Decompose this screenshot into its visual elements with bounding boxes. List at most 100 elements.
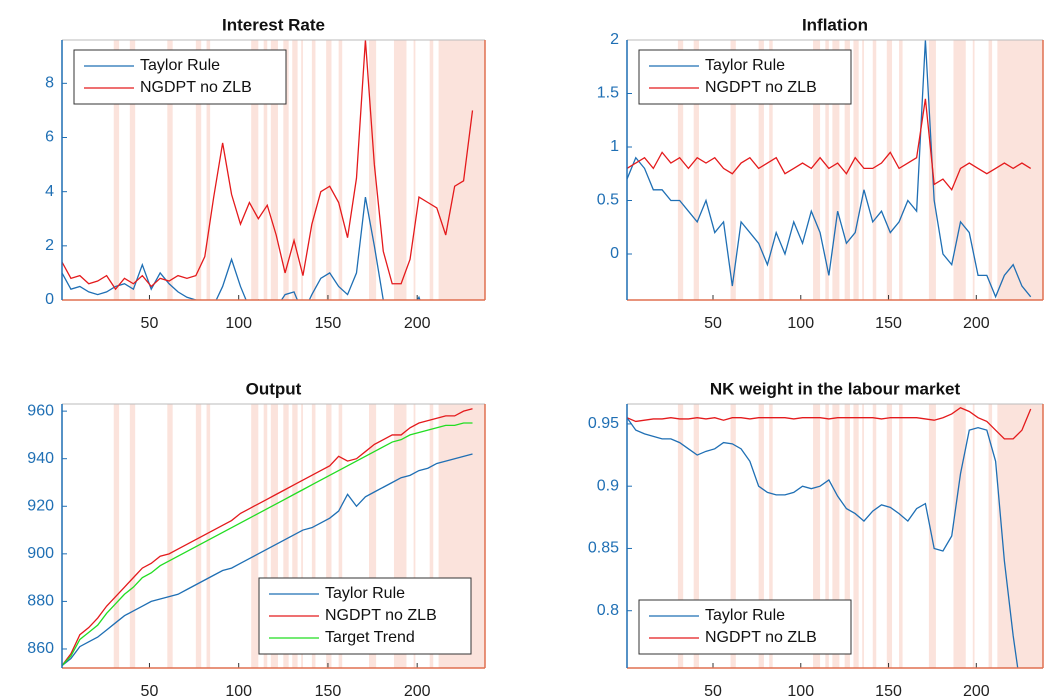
series-line: [62, 408, 473, 667]
shaded-region: [429, 404, 434, 668]
shaded-region: [311, 40, 316, 300]
shaded-region: [758, 40, 764, 300]
shaded-region: [972, 404, 975, 668]
shaded-region: [429, 40, 434, 300]
panel: 50 100 150 200 0 2 4 6 8 Interest Rate Taylor Rule…: [45, 15, 486, 332]
shaded-region: [251, 404, 259, 668]
y-tick-label: 880: [27, 593, 54, 610]
legend-label: NGDPT no ZLB: [705, 629, 817, 646]
x-tick-label: 50: [704, 683, 722, 700]
legend-label: NGDPT no ZLB: [325, 607, 437, 624]
shaded-region: [730, 404, 736, 668]
shaded-region: [693, 40, 699, 300]
panel: 50 100 150 200 0.8 0.85 0.9 0.95 NK weight in th…: [588, 379, 1044, 700]
y-tick-label: 940: [27, 450, 54, 467]
y-tick-label: 900: [27, 545, 54, 562]
shaded-region: [206, 40, 211, 300]
y-tick-label: 4: [45, 183, 54, 200]
series-line: [62, 40, 474, 291]
shaded-region: [677, 40, 684, 300]
shaded-region: [413, 40, 416, 300]
shaded-region: [167, 40, 173, 300]
shaded-region: [167, 404, 173, 668]
legend-box: [73, 49, 287, 105]
x-tick-label: 100: [787, 315, 814, 332]
shaded-region: [832, 404, 840, 668]
shaded-region: [195, 404, 202, 668]
shaded-region: [769, 404, 773, 668]
shaded-region: [129, 404, 136, 668]
shaded-region: [886, 404, 893, 668]
shaded-region: [311, 404, 316, 668]
legend-label: Taylor Rule: [705, 607, 785, 624]
x-tick-label: 50: [141, 683, 159, 700]
y-tick-label: 0.95: [588, 415, 619, 432]
shaded-region: [438, 40, 485, 300]
y-tick-label: 0.8: [597, 602, 619, 619]
x-tick-label: 200: [404, 315, 431, 332]
shaded-region: [844, 40, 850, 300]
legend-label: NGDPT no ZLB: [705, 79, 817, 96]
shaded-region: [292, 404, 298, 668]
shaded-region: [899, 404, 903, 668]
shaded-region: [730, 40, 736, 300]
shaded-region: [263, 404, 268, 668]
legend-label: Taylor Rule: [325, 585, 405, 602]
y-tick-label: 920: [27, 497, 54, 514]
shaded-region: [113, 404, 120, 668]
shaded-region: [263, 40, 268, 300]
shaded-region: [972, 40, 975, 300]
shaded-region: [953, 404, 966, 668]
shaded-region: [270, 404, 278, 668]
series-line: [62, 196, 421, 300]
shaded-region: [677, 404, 684, 668]
shaded-region: [825, 404, 829, 668]
x-tick-label: 50: [704, 315, 722, 332]
y-tick-label: 1.5: [597, 85, 619, 102]
shaded-region: [413, 404, 416, 668]
shaded-region: [758, 404, 764, 668]
shaded-region: [928, 404, 936, 668]
panel: 50 100 150 200 0 0.5 1 1.5 2 Inflation Taylor Rule…: [597, 15, 1044, 332]
y-tick-label: 960: [27, 402, 54, 419]
shaded-region: [853, 404, 859, 668]
shaded-region: [988, 40, 993, 300]
series-line: [627, 406, 1032, 440]
shaded-region: [292, 40, 298, 300]
shaded-region: [206, 404, 211, 668]
panel: 50 100 150 200 860 880 900 920 940 960 Output Taylo…: [27, 379, 486, 700]
shaded-region: [338, 404, 343, 668]
y-tick-label: 2: [610, 31, 619, 48]
x-tick-label: 200: [963, 683, 990, 700]
chart-title: Output: [246, 379, 302, 398]
shaded-region: [113, 40, 120, 300]
y-tick-label: 1: [610, 138, 619, 155]
shaded-region: [326, 40, 332, 300]
legend-box: [638, 599, 852, 655]
y-tick-label: 0.9: [597, 477, 619, 494]
shaded-region: [195, 40, 202, 300]
shaded-region: [853, 40, 859, 300]
shaded-region: [769, 40, 773, 300]
shaded-region: [832, 40, 840, 300]
series-line: [627, 417, 1019, 668]
shaded-region: [251, 40, 259, 300]
y-tick-label: 2: [45, 237, 54, 254]
legend-label: Taylor Rule: [705, 57, 785, 74]
series-line: [627, 40, 1032, 299]
series-line: [62, 422, 473, 667]
x-tick-label: 200: [963, 315, 990, 332]
shaded-region: [988, 404, 993, 668]
shaded-region: [368, 40, 377, 300]
shaded-region: [813, 404, 821, 668]
shaded-region: [886, 40, 893, 300]
shaded-region: [693, 404, 699, 668]
shaded-region: [326, 404, 332, 668]
y-tick-label: 0: [45, 291, 54, 308]
shaded-region: [283, 404, 289, 668]
y-tick-label: 0: [610, 245, 619, 262]
shaded-region: [862, 404, 864, 668]
shaded-region: [301, 404, 303, 668]
shaded-region: [270, 40, 278, 300]
